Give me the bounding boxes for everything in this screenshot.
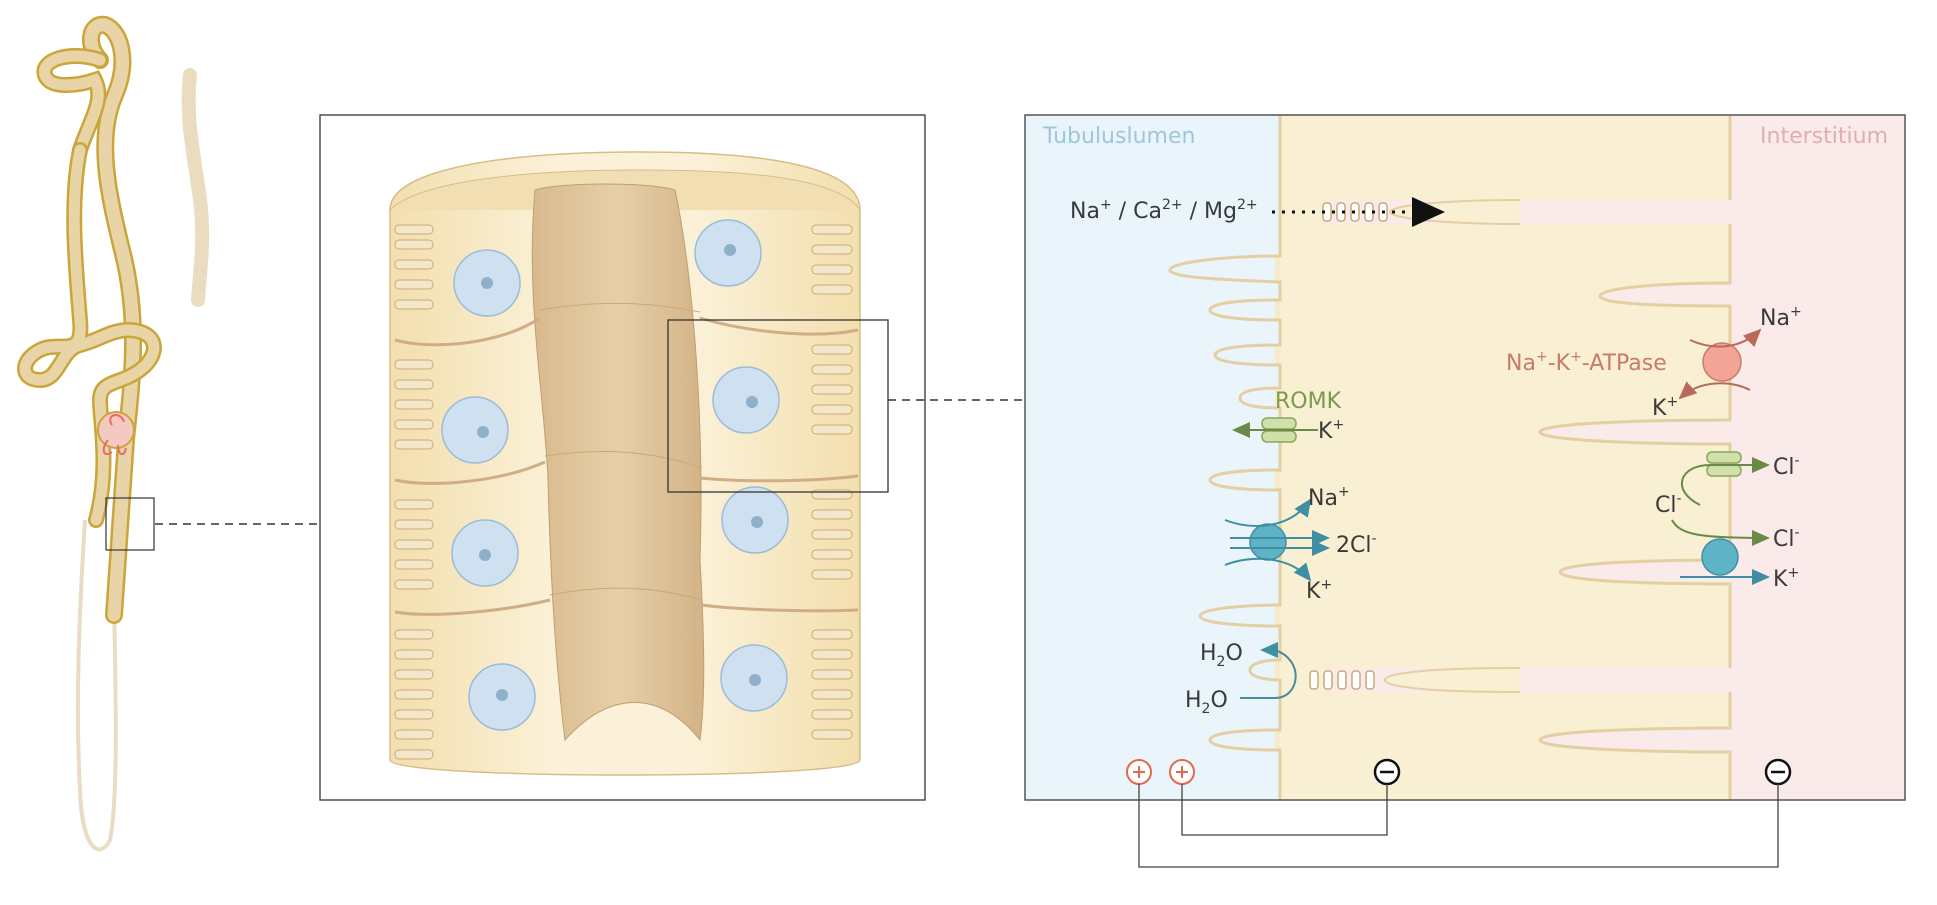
glomerulus [97,411,135,449]
atpase-label: Na+-K+-ATPase [1506,349,1667,376]
romk-label: ROMK [1275,389,1342,414]
apical-membrane [1168,115,1282,800]
atpase-pump [1702,342,1742,382]
interstitium-label: Interstitium [1760,124,1888,149]
romk-channel [1261,417,1297,443]
water-bottom-label: H2O [1185,688,1228,717]
cl-inner-label: Cl- [1655,491,1682,518]
nephron-illustration [17,15,210,852]
atpase-k-label: K+ [1652,394,1678,421]
cl-channel-label: Cl- [1773,453,1800,480]
nkcc2-na-label: Na+ [1308,484,1350,511]
plus-marker-2 [1169,759,1195,785]
paracellular-ions-label: Na+ / Ca2+ / Mg2+ [1070,197,1258,224]
nucleus [712,366,780,434]
kcc-k-label: K+ [1773,565,1799,592]
minus-marker-2 [1764,758,1792,786]
atpase-na-label: Na+ [1760,304,1802,331]
nkcc2-k-label: K+ [1306,577,1332,604]
basolateral-cl-channel [1706,451,1742,477]
tight-junction-top [1322,202,1388,222]
romk-k-label: K+ [1318,417,1344,444]
nephron-selection-box [105,497,155,551]
transport-detail-panel [1024,114,1906,801]
kcc-transporter [1701,538,1739,576]
circuit-outer [1138,784,1779,868]
tubule-cross-section [319,114,926,801]
water-arrow [1240,642,1297,699]
lumen-label: Tubuluslumen [1042,124,1195,149]
nucleus [441,396,509,464]
circuit-inner [1181,784,1388,836]
nkcc2-transporter [1249,523,1287,561]
minus-marker-1 [1373,758,1401,786]
water-top-label: H2O [1200,641,1243,670]
tight-junction-bottom [1309,670,1375,690]
cell-selection-box [667,319,889,493]
kcc-cl-label: Cl- [1773,525,1800,552]
plus-marker-1 [1126,759,1152,785]
nkcc2-cl-label: 2Cl- [1336,531,1377,558]
